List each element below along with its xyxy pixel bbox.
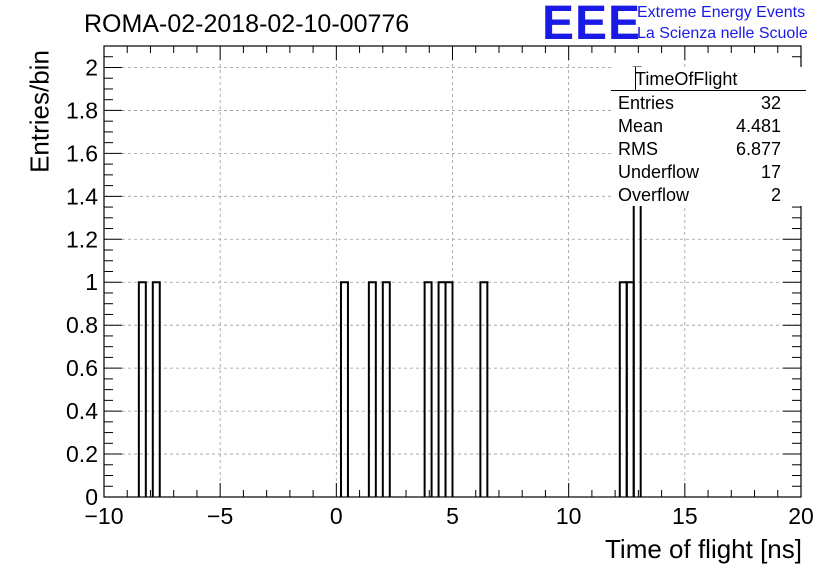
stats-title-underline <box>611 90 806 91</box>
x-tick-label: −10 <box>84 503 123 529</box>
x-tick-label: 10 <box>556 503 582 529</box>
stats-title-divider <box>635 67 636 91</box>
y-tick-label: 1.8 <box>66 97 98 123</box>
y-tick-label: 1.2 <box>66 226 98 252</box>
y-tick-label: 0.8 <box>66 312 98 338</box>
histogram-bar <box>423 281 433 497</box>
histogram-bar <box>367 281 377 497</box>
histogram-bar <box>618 281 628 497</box>
stats-value: 4.481 <box>735 116 781 136</box>
axis-tick-labels: −10 −5 0 5 10 15 20 0 0.2 0.4 0.6 0.8 1 1.2 1.4 1.6 1.8 2 <box>66 54 814 529</box>
histogram-bar <box>381 281 391 497</box>
histogram-bar <box>437 281 447 497</box>
x-tick-label: 15 <box>672 503 698 529</box>
logo-line-1: Extreme Energy Events <box>637 4 806 21</box>
histogram-bar <box>339 281 349 497</box>
histogram-bar <box>625 281 635 497</box>
y-tick-label: 0.4 <box>66 398 98 424</box>
histogram-bar <box>479 281 489 497</box>
x-axis-label: Time of flight [ns] <box>605 534 802 564</box>
y-axis-label: Entries/bin <box>24 50 55 173</box>
logo-line-2: La Scienza nelle Scuole <box>637 25 808 42</box>
histogram-bar <box>151 281 161 497</box>
stats-value: 17 <box>760 162 781 182</box>
y-tick-label: 0.2 <box>66 441 98 467</box>
stats-key: RMS <box>618 139 658 159</box>
y-tick-label: 0 <box>85 484 98 510</box>
y-tick-label: 0.6 <box>66 355 98 381</box>
run-title: ROMA-02-2018-02-10-00776 <box>84 10 410 38</box>
stats-key: Mean <box>618 116 664 136</box>
x-tick-label: 0 <box>330 503 343 529</box>
histogram-bar <box>444 281 454 497</box>
stats-key: Entries <box>618 93 675 113</box>
stats-title: TimeOfFlight <box>635 69 738 89</box>
y-tick-label: 1.6 <box>66 140 98 166</box>
stats-value: 32 <box>760 93 781 113</box>
x-tick-label: 20 <box>788 503 814 529</box>
histogram-bar <box>137 281 147 497</box>
stats-value: 2 <box>770 185 781 205</box>
stats-box: TimeOfFlight Entries 32 Mean 4.481 RMS 6… <box>611 67 806 206</box>
x-tick-label: 5 <box>446 503 459 529</box>
axis-ticks <box>103 45 802 498</box>
stats-key: Underflow <box>618 162 700 182</box>
y-tick-label: 1.4 <box>66 183 98 209</box>
eee-logo: EEE <box>542 0 642 50</box>
x-tick-label: −5 <box>207 503 233 529</box>
y-tick-label: 2 <box>85 54 98 80</box>
stats-key: Overflow <box>618 185 690 205</box>
y-tick-label: 1 <box>85 269 98 295</box>
stats-value: 6.877 <box>735 139 781 159</box>
